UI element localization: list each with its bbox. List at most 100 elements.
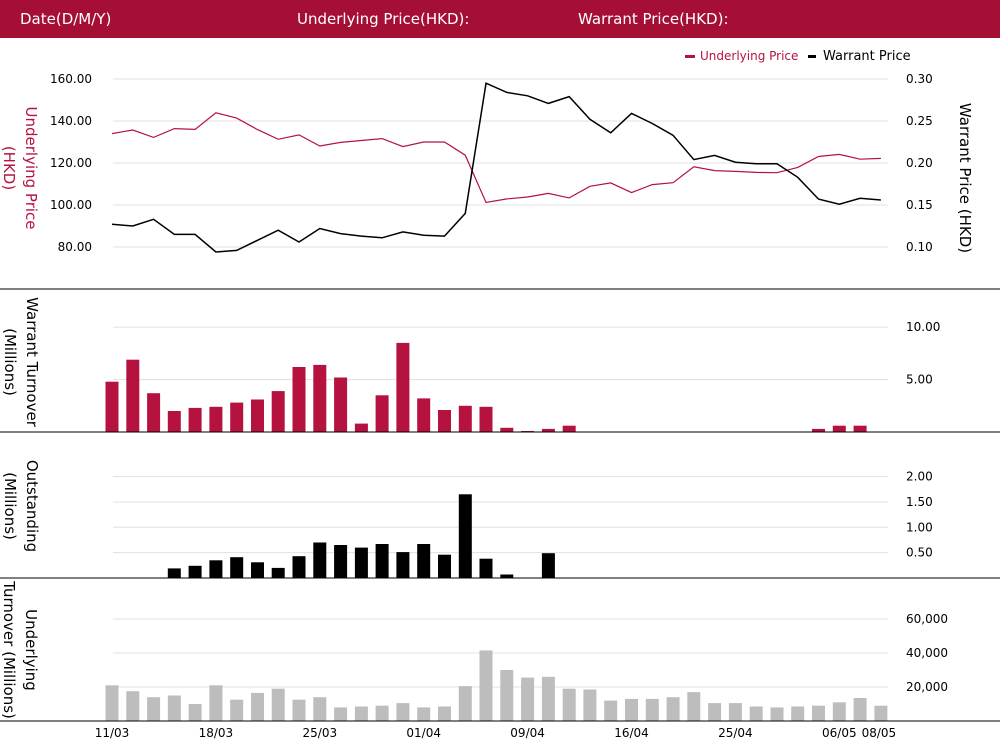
underlying-turnover-bar [147, 697, 161, 721]
warrant-price-label: Warrant Price(HKD): [578, 10, 729, 28]
y-left-tick-label: 140.00 [50, 114, 92, 128]
outstanding-panel: 0.50 1.00 1.50 2.00 Outstanding(Millions) [0, 460, 1000, 579]
outstanding-bar [500, 574, 514, 578]
y-left-tick-label: 160.00 [50, 72, 92, 86]
underlying-turnover-bar [105, 685, 119, 721]
y-left-axis-unit: (HKD) [0, 146, 18, 190]
y-right-tick-label: 0.30 [906, 72, 933, 86]
warrant-turnover-bar [500, 427, 514, 432]
underlying-turnover-bar [458, 686, 472, 721]
y-tick-label: 5.00 [906, 373, 933, 387]
warrant-turnover-bar [334, 377, 348, 432]
underlying-turnover-bar [438, 706, 451, 721]
outstanding-bar [479, 558, 493, 578]
underlying-price-label: Underlying Price(HKD): [297, 10, 470, 28]
x-tick-label: 16/04 [614, 726, 649, 740]
x-tick-label: 25/03 [303, 726, 338, 740]
date-label: Date(D/M/Y) [20, 10, 112, 28]
underlying-turnover-bar [167, 695, 181, 721]
x-tick-label: 11/03 [95, 726, 130, 740]
outstanding-bar [438, 554, 451, 578]
outstanding-bar [541, 553, 555, 578]
y-right-axis-title: Warrant Price (HKD) [956, 103, 974, 253]
y-tick-label: 20,000 [906, 680, 948, 694]
outstanding-bar [313, 542, 327, 578]
warrant-turnover-bar [458, 405, 472, 432]
x-tick-label: 01/04 [406, 726, 441, 740]
outstanding-bar [334, 545, 348, 578]
underlying-turnover-bar [126, 691, 140, 721]
underlying-turnover-bar [604, 700, 618, 721]
y-tick-label: 1.50 [906, 495, 933, 509]
x-tick-label: 06/05 [822, 726, 857, 740]
underlying-turnover-bar [687, 692, 701, 721]
y-axis-title: Outstanding [23, 460, 41, 552]
x-tick-label: 18/03 [199, 726, 234, 740]
warrant-turnover-bar [375, 395, 389, 432]
outstanding-bar [396, 552, 410, 578]
underlying-turnover-bar [188, 704, 202, 721]
warrant-turnover-bar [438, 410, 451, 432]
y-right-tick-label: 0.20 [906, 156, 933, 170]
warrant-turnover-panel: 5.00 10.00 Warrant Turnover(Millions) [0, 297, 1000, 433]
warrant-price-line [111, 82, 881, 253]
warrant-turnover-bar [479, 406, 493, 432]
y-left-tick-label: 100.00 [50, 198, 92, 212]
underlying-turnover-bar [375, 705, 389, 721]
underlying-turnover-bar [396, 703, 410, 721]
warrant-turnover-bar [251, 399, 264, 432]
underlying-turnover-bar [521, 677, 535, 721]
underlying-turnover-bar [583, 689, 597, 721]
outstanding-bar [251, 562, 264, 578]
warrant-chart: 80.00 100.00 120.00 140.00 160.00 0.10 0.15 0.2… [0, 49, 1000, 740]
underlying-turnover-bar [251, 692, 264, 721]
y-axis-unit: (Millions) [1, 472, 19, 540]
underlying-price-line [111, 112, 881, 204]
legend-underlying-swatch [685, 55, 695, 58]
outstanding-bar [417, 544, 431, 578]
warrant-turnover-bar [209, 406, 223, 432]
y-axis-title: Warrant Turnover [23, 297, 41, 428]
x-axis: 11/03 18/03 25/03 01/04 09/04 16/04 25/04 06/05… [95, 726, 896, 740]
underlying-turnover-bar [625, 698, 638, 721]
warrant-turnover-bar [562, 425, 576, 432]
legend-underlying-label: Underlying Price [700, 49, 798, 63]
outstanding-bar [167, 568, 181, 578]
underlying-turnover-bar [832, 702, 846, 721]
underlying-turnover-bar [728, 703, 742, 721]
warrant-turnover-bar [541, 428, 555, 432]
warrant-turnover-bar [832, 425, 846, 432]
underlying-turnover-bar [562, 688, 576, 721]
underlying-turnover-bar [770, 707, 784, 721]
y-axis-unit: Turnover (Millions) [0, 580, 18, 719]
y-left-tick-label: 80.00 [58, 240, 92, 254]
outstanding-bar [271, 567, 285, 578]
underlying-turnover-bar [645, 698, 659, 721]
outstanding-bar [209, 560, 223, 578]
info-header: Date(D/M/Y) Underlying Price(HKD): Warra… [0, 0, 1000, 38]
underlying-turnover-bar [874, 705, 888, 721]
y-left-axis-title: Underlying Price [22, 106, 40, 229]
warrant-turnover-bar [188, 407, 202, 432]
legend-warrant-label: Warrant Price [823, 49, 911, 64]
warrant-turnover-bar [105, 381, 119, 432]
underlying-turnover-bar [749, 706, 763, 721]
underlying-turnover-bar [541, 676, 555, 721]
underlying-turnover-bar [417, 707, 431, 721]
x-tick-label: 08/05 [862, 726, 897, 740]
y-tick-label: 60,000 [906, 612, 948, 626]
y-tick-label: 40,000 [906, 646, 948, 660]
underlying-turnover-bar [479, 650, 493, 721]
warrant-turnover-bar [230, 402, 244, 432]
warrant-turnover-bar [167, 411, 181, 432]
warrant-turnover-bar [812, 428, 825, 432]
y-right-tick-label: 0.15 [906, 198, 933, 212]
warrant-turnover-bar [147, 393, 161, 432]
warrant-turnover-bar [853, 425, 867, 432]
y-right-tick-label: 0.10 [906, 240, 933, 254]
outstanding-bar [292, 556, 306, 578]
underlying-turnover-bar [666, 697, 680, 721]
warrant-turnover-bar [271, 391, 285, 432]
underlying-turnover-bar [271, 688, 285, 721]
